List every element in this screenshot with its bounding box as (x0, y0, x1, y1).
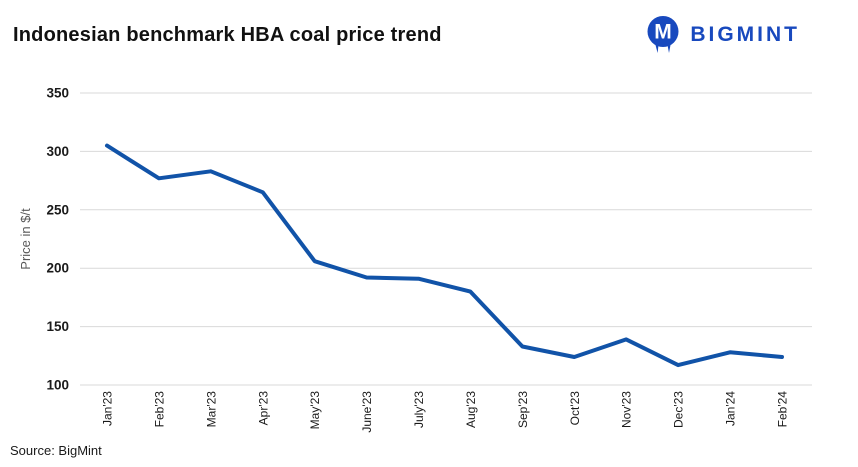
y-tick-label-150: 150 (46, 319, 69, 334)
x-tick-label-Feb23: Feb'23 (152, 391, 166, 428)
x-tick-label-Dec23: Dec'23 (672, 391, 686, 428)
bigmint-logo-text: BIGMINT (690, 23, 800, 46)
y-tick-label-100: 100 (46, 378, 69, 393)
x-tick-label-May23: May'23 (308, 391, 322, 430)
bigmint-logo: M BIGMINT (643, 14, 800, 56)
y-tick-label-350: 350 (46, 86, 69, 101)
y-axis-title: Price in $/t (18, 208, 33, 270)
y-tick-label-250: 250 (46, 202, 69, 217)
source-note: Source: BigMint (10, 443, 102, 458)
y-tick-label-300: 300 (46, 144, 69, 159)
x-tick-label-Oct23: Oct'23 (568, 391, 582, 426)
x-tick-label-Jan24: Jan'24 (724, 391, 738, 426)
y-tick-label-200: 200 (46, 261, 69, 276)
x-tick-label-Feb24: Feb'24 (775, 391, 789, 428)
x-tick-label-June23: June'23 (360, 391, 374, 433)
x-tick-label-Aug23: Aug'23 (464, 391, 478, 428)
x-tick-label-July23: July'23 (412, 391, 426, 428)
chart-title: Indonesian benchmark HBA coal price tren… (13, 24, 442, 46)
x-tick-label-Apr23: Apr'23 (256, 391, 270, 426)
bigmint-logo-icon: M (643, 14, 683, 56)
x-tick-label-Sep23: Sep'23 (516, 391, 530, 428)
x-tick-label-Mar23: Mar'23 (204, 391, 218, 428)
svg-text:M: M (655, 21, 673, 44)
x-tick-label-Nov23: Nov'23 (620, 391, 634, 428)
price-line-series (105, 143, 784, 368)
x-tick-label-Jan23: Jan'23 (101, 391, 115, 426)
